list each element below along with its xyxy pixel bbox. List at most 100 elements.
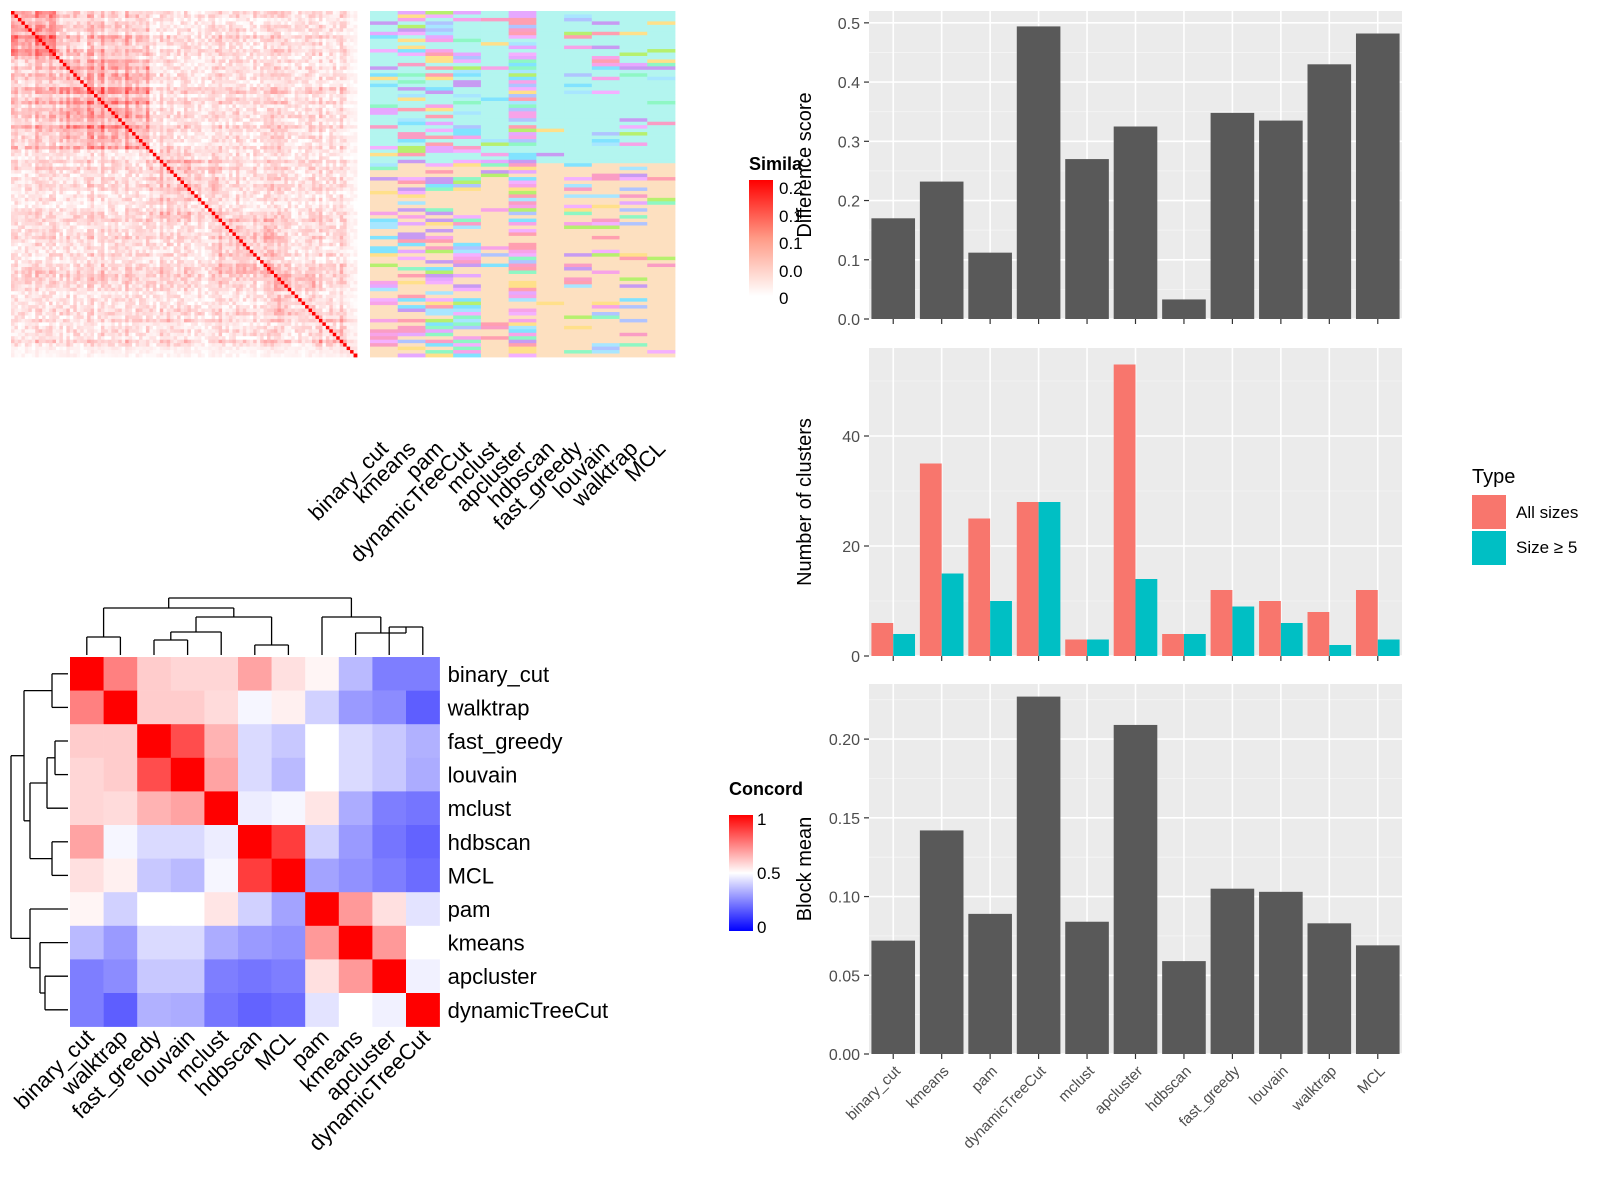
- similarity-cell: [339, 145, 344, 150]
- similarity-cell: [166, 38, 171, 43]
- similarity-cell: [315, 128, 320, 133]
- similarity-cell: [28, 100, 33, 105]
- similarity-cell: [235, 125, 240, 130]
- similarity-cell: [301, 170, 306, 175]
- similarity-cell: [312, 35, 316, 40]
- similarity-cell: [201, 80, 206, 85]
- similarity-cell: [45, 17, 50, 22]
- similarity-cell: [197, 149, 202, 154]
- similarity-cell: [246, 52, 251, 57]
- similarity-cell: [28, 80, 33, 85]
- similarity-cell: [353, 87, 358, 91]
- similarity-cell: [350, 28, 354, 33]
- similarity-cell: [253, 163, 258, 168]
- similarity-cell: [100, 118, 105, 123]
- similarity-cell: [17, 107, 22, 112]
- similarity-cell: [49, 170, 53, 175]
- similarity-cell: [42, 177, 46, 181]
- similarity-cell: [90, 17, 95, 22]
- similarity-cell: [263, 97, 268, 102]
- similarity-cell: [263, 104, 268, 109]
- similarity-cell: [11, 21, 15, 26]
- similarity-cell: [332, 114, 337, 119]
- similarity-cell: [45, 14, 50, 19]
- similarity-cell: [291, 11, 296, 15]
- similarity-cell: [42, 180, 46, 185]
- similarity-cell: [14, 145, 19, 150]
- similarity-cell: [253, 125, 258, 130]
- similarity-cell: [180, 173, 185, 178]
- similarity-cell: [55, 132, 60, 136]
- similarity-cell: [100, 142, 105, 147]
- similarity-cell: [55, 114, 60, 119]
- similarity-cell: [45, 52, 50, 57]
- similarity-cell: [339, 173, 344, 178]
- similarity-cell: [149, 69, 154, 74]
- similarity-cell: [315, 121, 320, 126]
- similarity-cell: [318, 73, 323, 78]
- similarity-cell: [353, 21, 358, 26]
- similarity-cell: [45, 76, 50, 81]
- similarity-cell: [66, 83, 71, 88]
- similarity-cell: [66, 104, 71, 109]
- similarity-cell: [232, 166, 237, 171]
- similarity-cell: [135, 35, 140, 40]
- similarity-cell: [139, 177, 143, 181]
- similarity-cell: [329, 107, 334, 112]
- similarity-cell: [208, 132, 213, 136]
- similarity-cell: [315, 76, 320, 81]
- similarity-cell: [69, 11, 74, 15]
- similarity-cell: [232, 111, 237, 116]
- similarity-cell: [315, 55, 320, 60]
- similarity-cell: [187, 66, 192, 71]
- similarity-cell: [114, 49, 119, 53]
- similarity-cell: [225, 83, 230, 88]
- similarity-cell: [76, 180, 81, 185]
- similarity-cell: [118, 76, 123, 81]
- similarity-cell: [187, 11, 192, 15]
- similarity-cell: [152, 142, 157, 147]
- similarity-cell: [94, 132, 98, 136]
- similarity-cell: [270, 118, 275, 123]
- similarity-cell: [163, 166, 168, 171]
- similarity-cell: [260, 170, 264, 175]
- similarity-cell: [114, 173, 119, 178]
- similarity-cell: [166, 159, 171, 164]
- similarity-cell: [197, 69, 202, 74]
- similarity-cell: [21, 177, 26, 181]
- similarity-cell: [218, 97, 223, 102]
- similarity-cell: [353, 156, 358, 161]
- similarity-cell: [270, 100, 275, 105]
- similarity-cell: [284, 139, 289, 143]
- similarity-cell: [42, 145, 46, 150]
- similarity-cell: [211, 111, 216, 116]
- similarity-cell: [35, 104, 40, 109]
- similarity-cell: [291, 31, 296, 36]
- similarity-cell: [118, 173, 123, 178]
- similarity-cell: [45, 128, 50, 133]
- similarity-cell: [197, 128, 202, 133]
- similarity-cell: [256, 49, 261, 53]
- similarity-cell: [235, 145, 240, 150]
- similarity-cell: [322, 135, 327, 140]
- similarity-cell: [208, 118, 213, 123]
- similarity-cell: [194, 62, 199, 67]
- similarity-cell: [94, 97, 98, 102]
- similarity-cell: [346, 121, 351, 126]
- similarity-cell: [111, 28, 116, 33]
- similarity-cell: [298, 21, 303, 26]
- similarity-cell: [80, 21, 85, 26]
- similarity-cell: [114, 149, 119, 154]
- similarity-cell: [152, 76, 157, 81]
- similarity-cell: [256, 69, 261, 74]
- similarity-cell: [42, 28, 46, 33]
- similarity-cell: [111, 17, 116, 22]
- similarity-cell: [305, 156, 309, 161]
- similarity-cell: [208, 35, 213, 40]
- similarity-cell: [284, 145, 289, 150]
- similarity-cell: [156, 180, 161, 185]
- similarity-cell: [204, 76, 209, 81]
- similarity-cell: [170, 35, 175, 40]
- similarity-cell: [273, 76, 278, 81]
- similarity-cell: [69, 114, 74, 119]
